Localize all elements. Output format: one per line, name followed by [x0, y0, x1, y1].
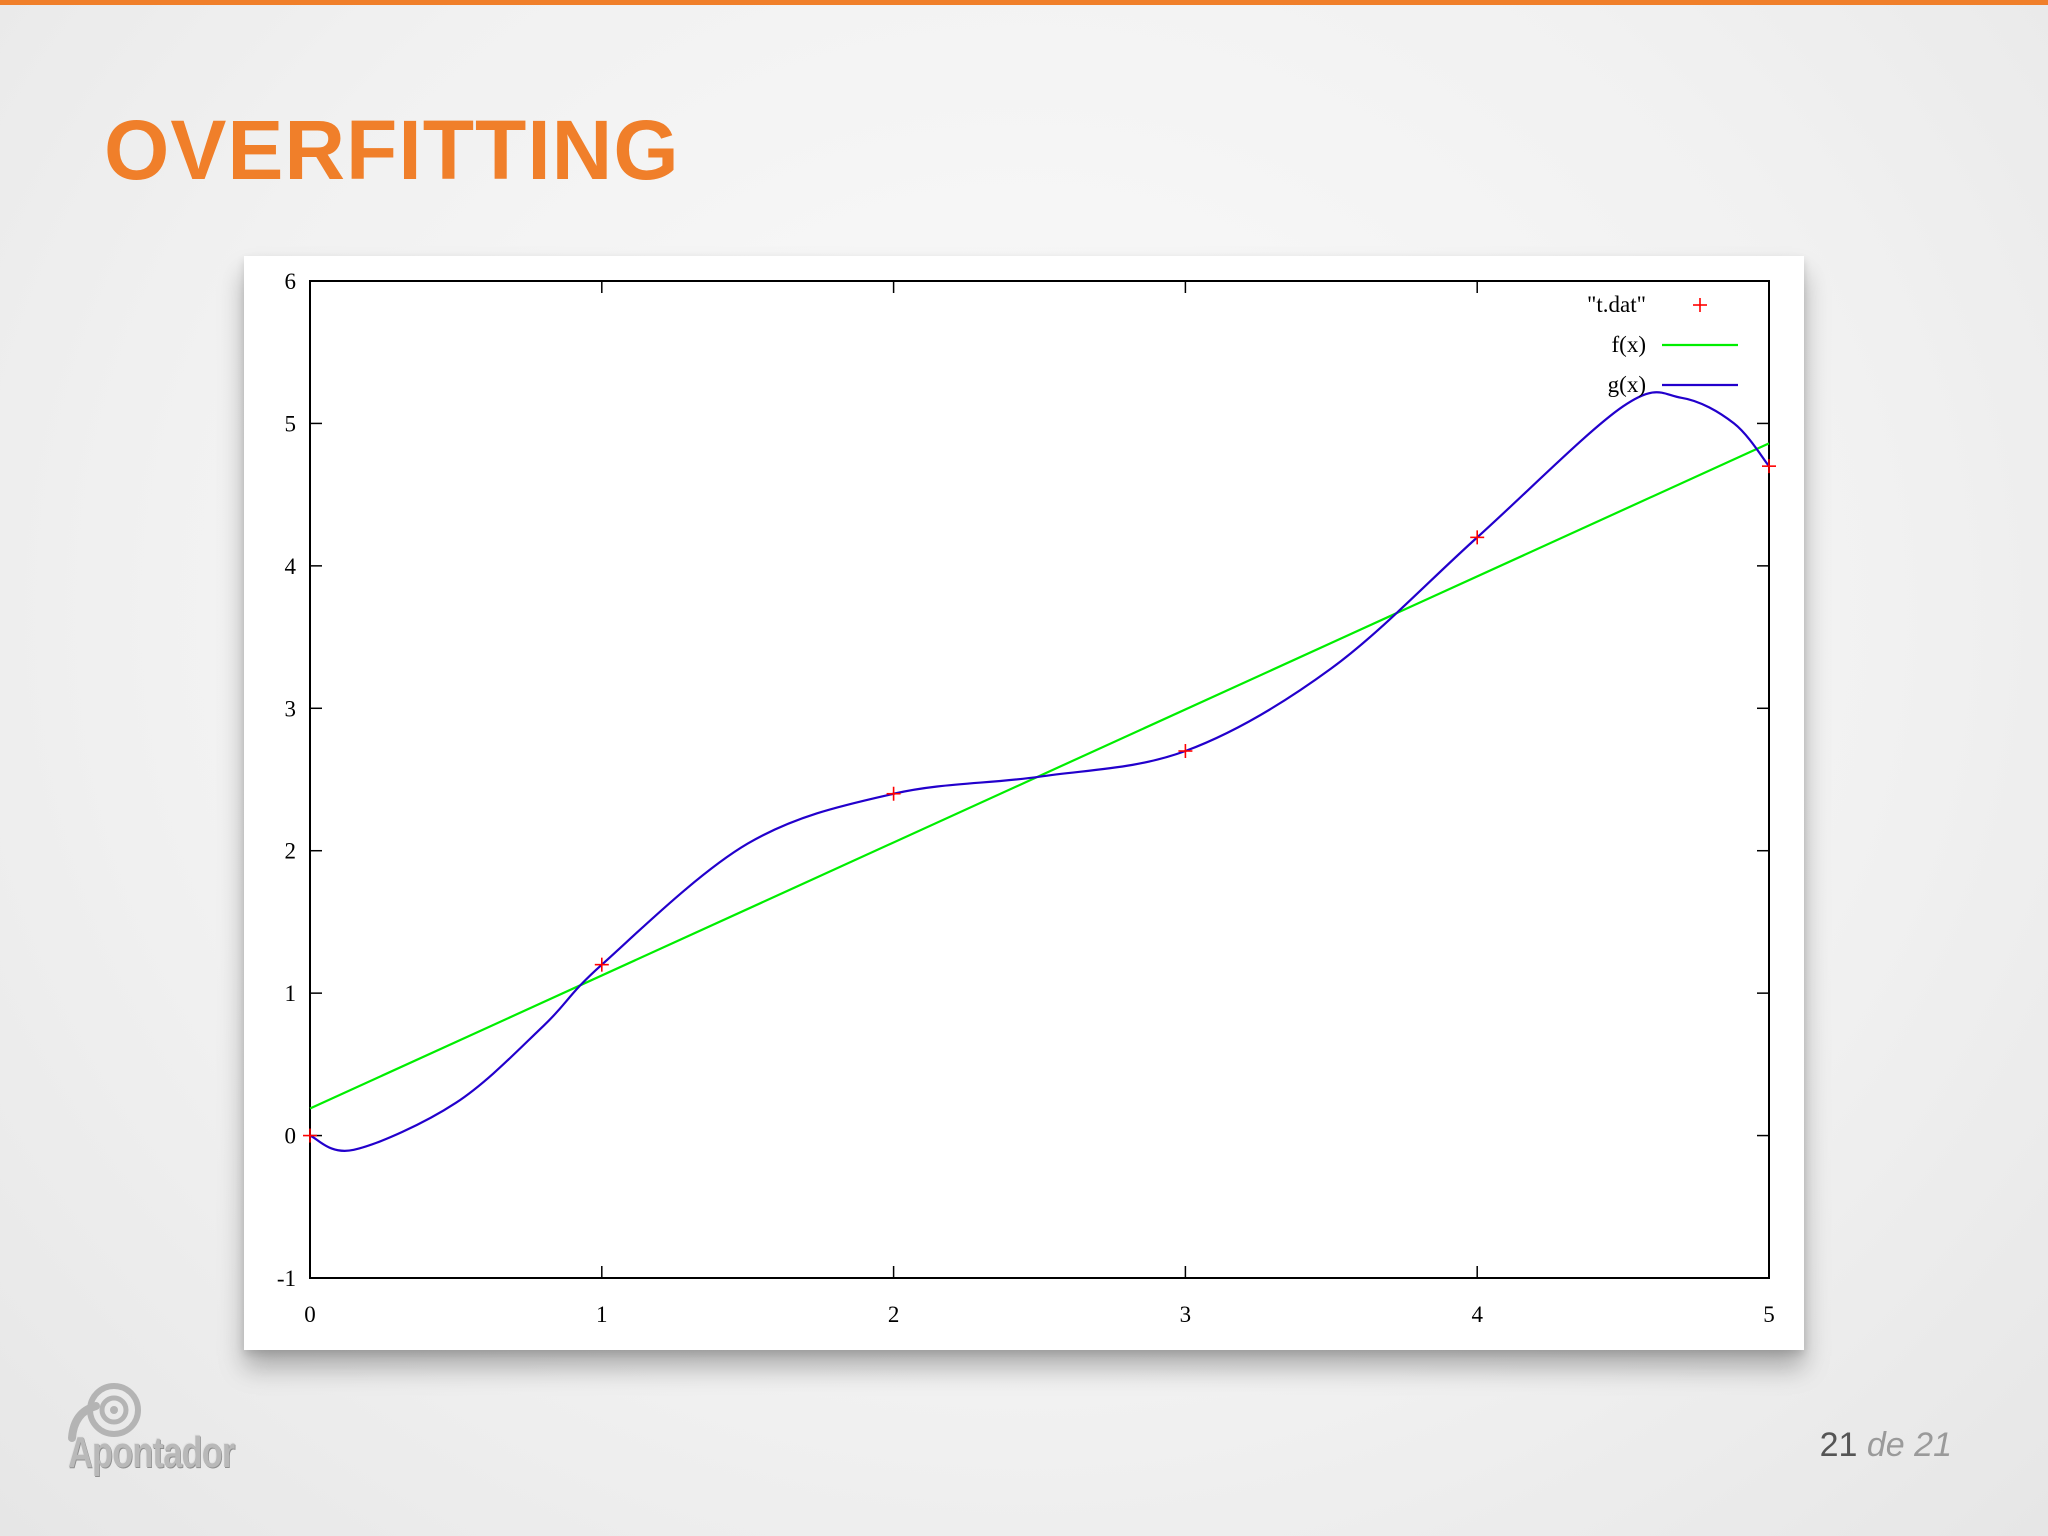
apontador-logo: Apontador [52, 1376, 262, 1486]
x-tick-label: 0 [304, 1302, 316, 1327]
y-tick-label: 5 [285, 411, 297, 436]
chart-card: 0 1 2 3 4 5 -1 0 1 2 3 4 5 6 "t.dat" f(x) g(x) [244, 256, 1804, 1350]
x-tick-label: 5 [1763, 1302, 1775, 1327]
x-tick-label: 3 [1180, 1302, 1192, 1327]
slide-title: OVERFITTING [104, 103, 680, 197]
data-point-marker [303, 1128, 317, 1143]
y-tick-label: 6 [285, 269, 297, 294]
overfitting-chart: 0 1 2 3 4 5 -1 0 1 2 3 4 5 6 "t.dat" f(x) g(x) [277, 269, 1776, 1327]
data-point-marker [1178, 744, 1193, 759]
y-tick-label: -1 [277, 1266, 296, 1291]
page-number: 21 de 21 [1820, 1426, 1952, 1465]
top-accent-rule [0, 0, 2048, 5]
axes-layer: 0 1 2 3 4 5 -1 0 1 2 3 4 5 6 [277, 269, 1775, 1327]
legend: "t.dat" f(x) g(x) [1587, 292, 1738, 397]
data-point-marker [886, 786, 901, 801]
x-tick-label: 1 [596, 1302, 608, 1327]
y-tick-label: 0 [285, 1124, 297, 1149]
data-point-marker [1470, 530, 1485, 545]
series-line-g-x [309, 391, 1770, 1152]
logo-swirl-icon [68, 1383, 141, 1442]
data-point-marker [594, 957, 609, 972]
y-tick-label: 3 [285, 696, 297, 721]
logo-wordmark: Apontador [68, 1428, 235, 1477]
legend-label: g(x) [1608, 372, 1646, 397]
x-tick-label: 2 [888, 1302, 900, 1327]
page-current: 21 [1819, 1426, 1858, 1464]
y-tick-label: 2 [285, 839, 297, 864]
y-tick-label: 1 [285, 981, 297, 1006]
plot-frame [309, 280, 1770, 1279]
x-tick-label: 4 [1471, 1302, 1483, 1327]
data-point-marker [1762, 459, 1776, 474]
y-tick-label: 4 [285, 554, 297, 579]
page-total: 21 [1914, 1426, 1952, 1464]
page-separator: de [1866, 1426, 1905, 1464]
series-layer [303, 391, 1776, 1152]
legend-label: "t.dat" [1587, 292, 1646, 317]
legend-label: f(x) [1612, 332, 1646, 357]
